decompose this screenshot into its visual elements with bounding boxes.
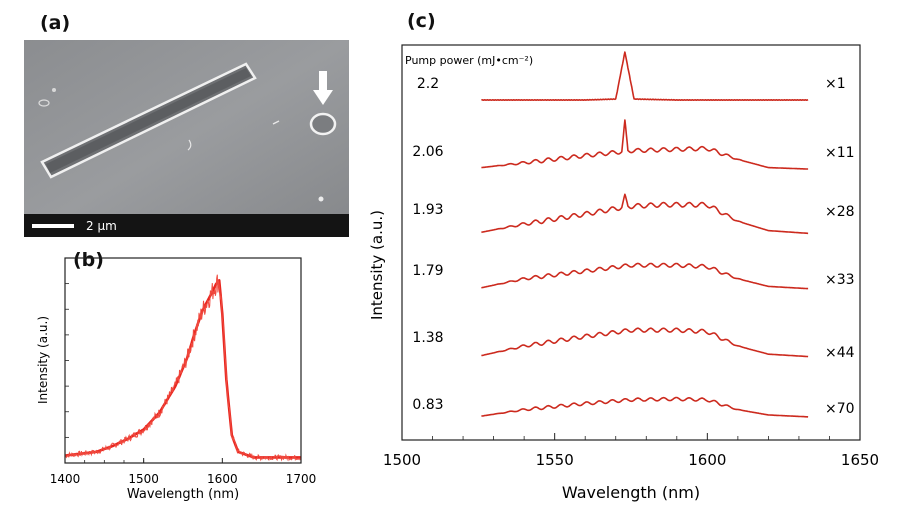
microdisk — [309, 112, 337, 136]
chart-c: 2.2 ×1 2.06 ×11 1.93 ×28 1.79 ×33 1.38 ×44 0.83 ×70… — [368, 44, 879, 502]
chart-c-series-multiplier: ×33 — [825, 272, 855, 288]
chart-c-xlabel: Wavelength (nm) — [562, 483, 700, 502]
chart-c-series-line — [481, 51, 809, 101]
chart-b-xlabel: Wavelength (nm) — [127, 487, 239, 502]
chart-c-xtick-label: 1650 — [841, 451, 879, 469]
scale-bar-label: 2 μm — [86, 219, 117, 233]
chart-b-ylabel: Intensity (a.u.) — [36, 316, 50, 404]
panel-label-c: (c) — [407, 10, 436, 32]
chart-c-ylabel: Intensity (a.u.) — [368, 210, 386, 320]
chart-c-series-label: 2.2 — [417, 76, 439, 92]
arrow-down-icon — [313, 71, 333, 105]
chart-b-xtick-label: 1500 — [128, 472, 159, 486]
debris-particles — [38, 88, 324, 202]
chart-b: 1400 1500 1600 1700 Wavelength (nm) Intensi… — [36, 257, 317, 502]
chart-b-series-noise — [64, 274, 302, 462]
panel-label-a: (a) — [40, 12, 71, 34]
chart-b-series-line — [64, 279, 302, 459]
chart-b-xtick-label: 1600 — [207, 472, 238, 486]
chart-c-series-line — [481, 119, 809, 170]
scale-bar — [32, 224, 74, 228]
chart-c-frame — [401, 44, 861, 441]
chart-c-series-label: 2.06 — [412, 144, 443, 160]
chart-b-xtick-label: 1400 — [50, 472, 81, 486]
chart-c-series-line — [481, 262, 809, 290]
nanowire — [40, 62, 257, 179]
chart-c-series-multiplier: ×1 — [825, 76, 846, 92]
chart-b-xtick-label: 1700 — [286, 472, 317, 486]
chart-c-series-label: 1.38 — [412, 330, 443, 346]
chart-c-series-label: 0.83 — [412, 397, 443, 413]
scale-bar-strip — [24, 214, 349, 237]
chart-c-series-line — [481, 327, 809, 358]
chart-c-series-multiplier: ×11 — [825, 145, 855, 161]
chart-c-series-line — [481, 193, 809, 235]
chart-c-xtick-label: 1550 — [536, 451, 574, 469]
chart-c-xtick-label: 1500 — [383, 451, 421, 469]
chart-c-series-label: 1.93 — [412, 202, 443, 218]
chart-c-series-multiplier: ×70 — [825, 401, 855, 417]
chart-c-series-label: 1.79 — [412, 263, 443, 279]
chart-b-frame — [64, 257, 302, 464]
sem-micrograph: 2 μm — [24, 40, 349, 237]
chart-c-xtick-label: 1600 — [688, 451, 726, 469]
chart-c-series-multiplier: ×44 — [825, 345, 855, 361]
chart-c-series-line — [481, 396, 809, 418]
chart-c-legend-title: Pump power (mJ•cm⁻²) — [405, 54, 533, 67]
chart-c-series-multiplier: ×28 — [825, 204, 855, 220]
sem-background — [24, 40, 349, 237]
panel-label-b: (b) — [73, 249, 104, 271]
